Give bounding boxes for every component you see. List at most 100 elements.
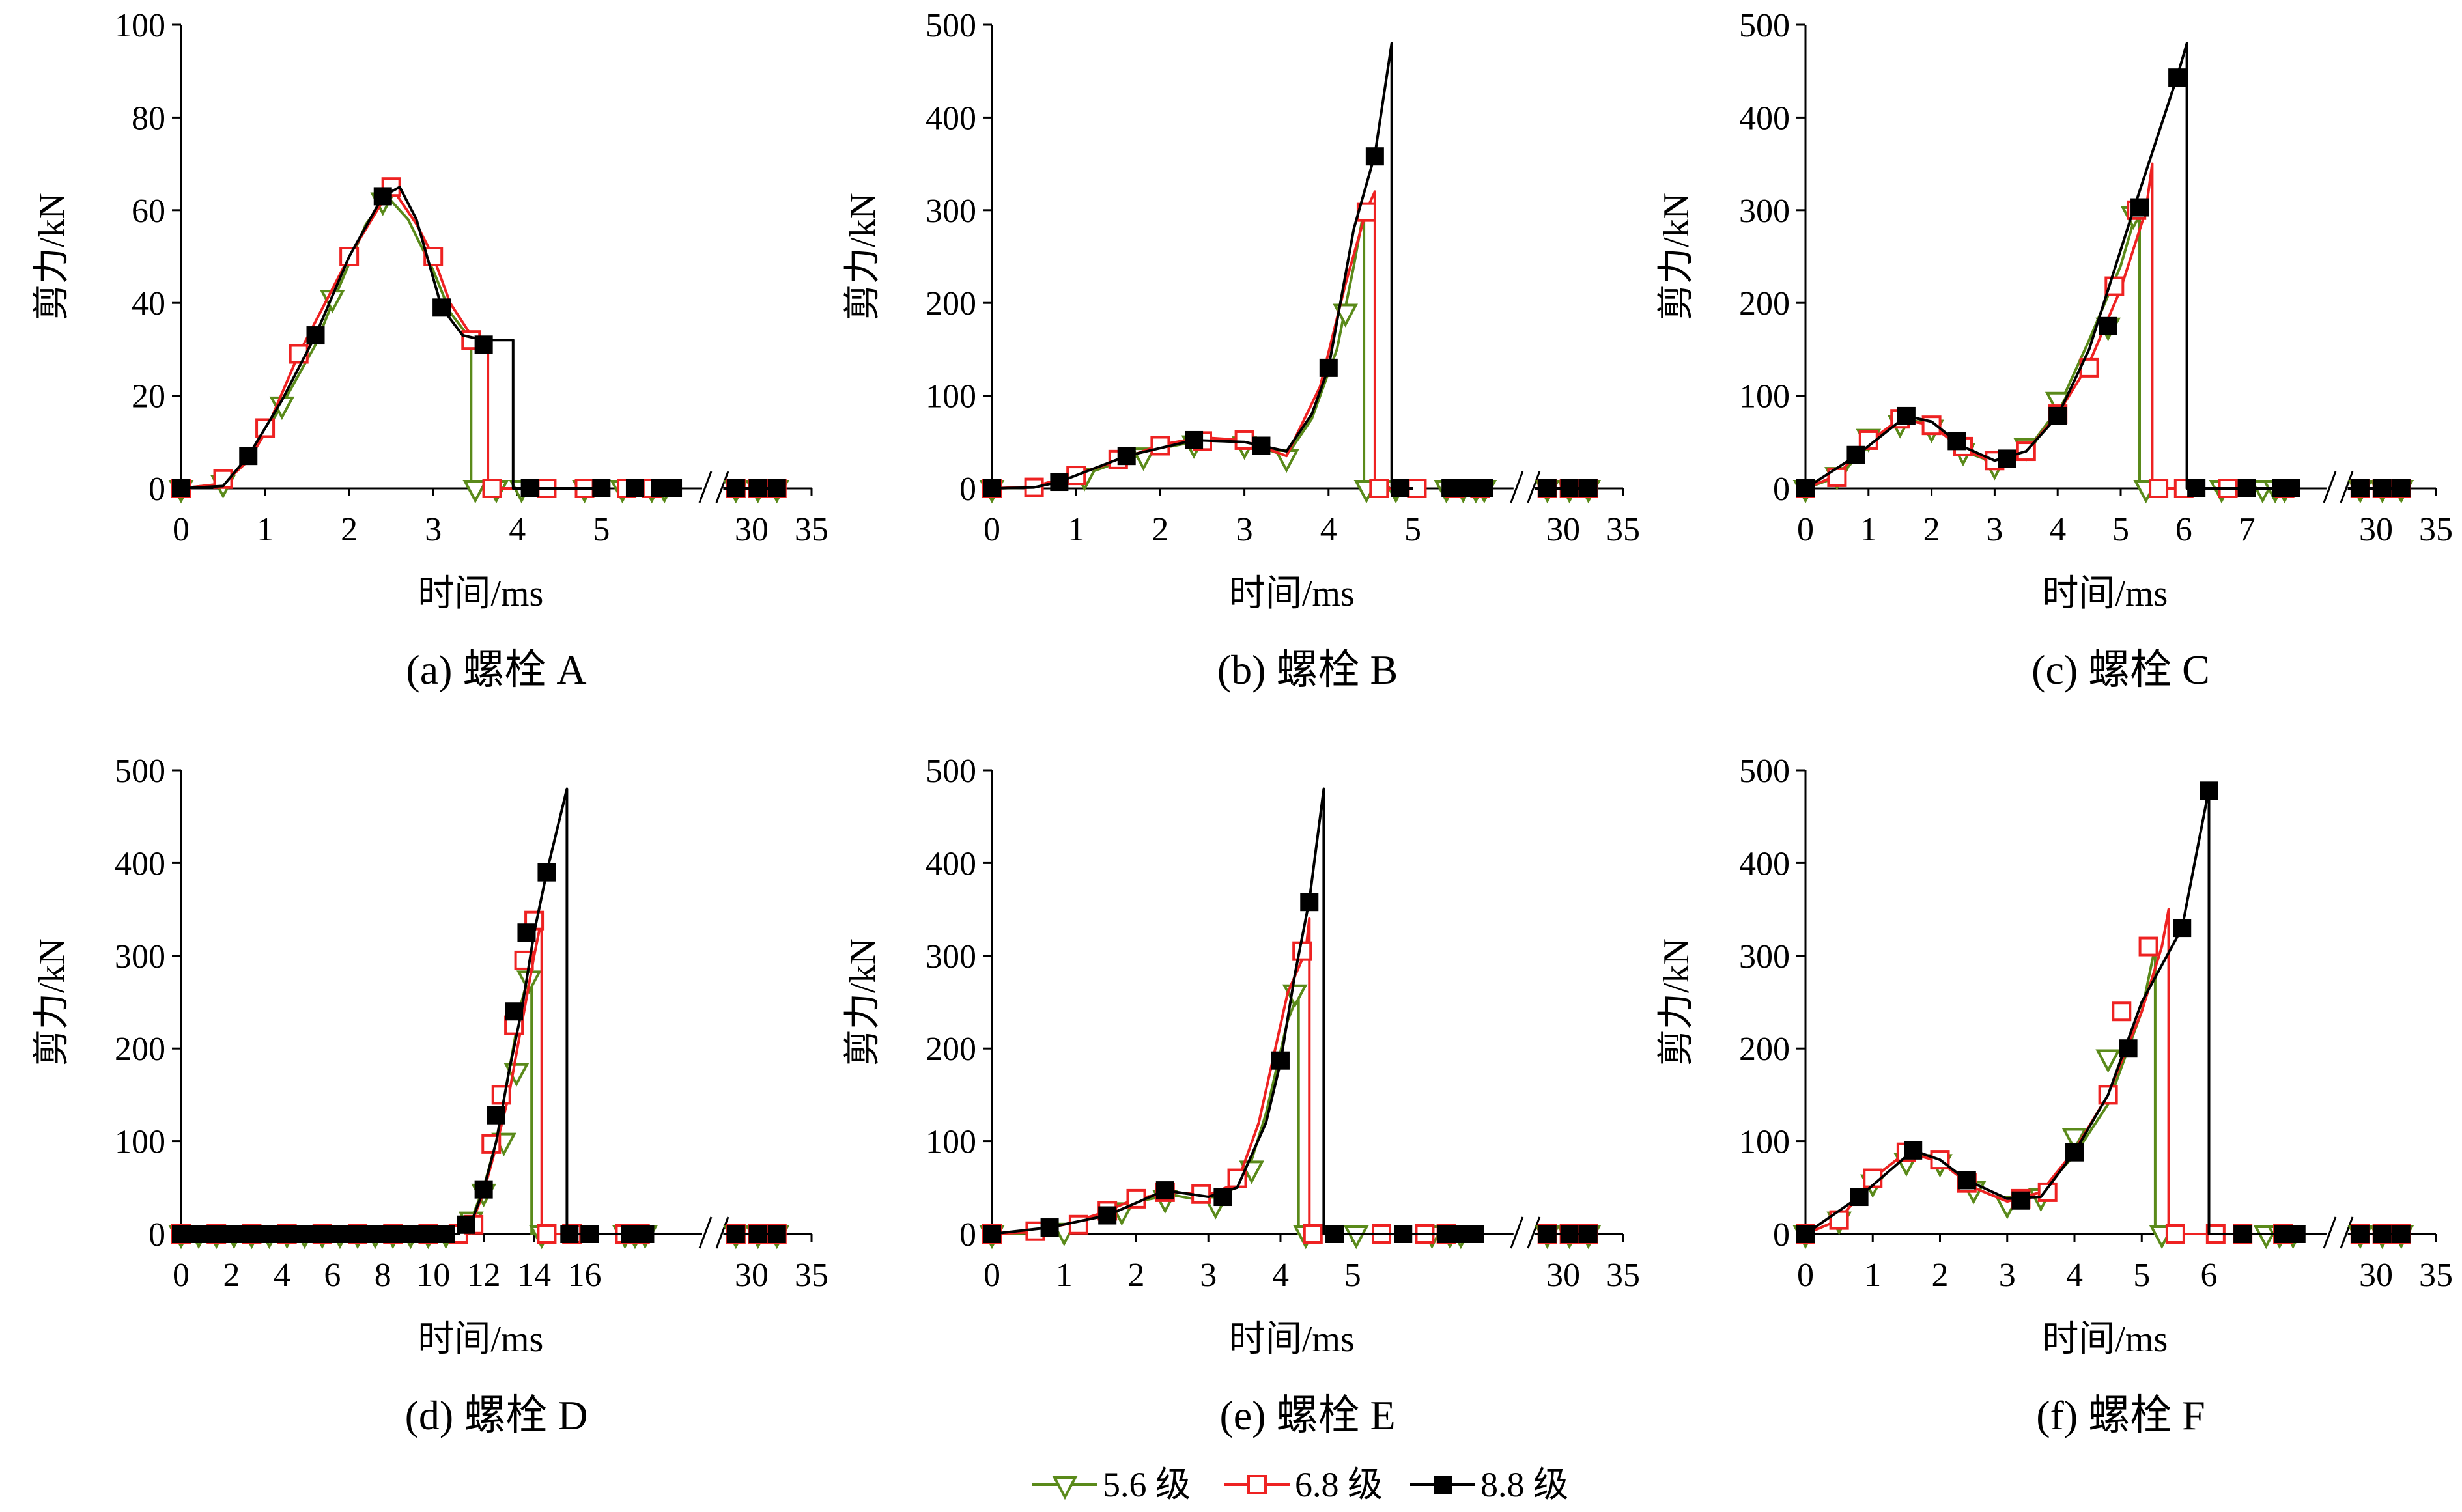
x-tick-label: 2 xyxy=(1127,1257,1144,1294)
marker-square-filled xyxy=(1579,1225,1598,1243)
marker-square-filled xyxy=(2351,479,2370,497)
x-tick-label: 0 xyxy=(173,1257,190,1294)
chart-panel-e: 0 100 200 300 400 500 0 1 2 3 4 5 30 35 时间/ms 剪力/kN (e) … xyxy=(843,753,1640,1438)
marker-square-filled xyxy=(2173,919,2192,938)
series-line xyxy=(181,964,648,1235)
series-s88 xyxy=(172,787,786,1243)
y-tick-label: 400 xyxy=(926,845,976,882)
axis-break-mark xyxy=(1510,1216,1524,1249)
y-tick-label: 100 xyxy=(115,1124,165,1161)
legend-item-s88: 8.8 级 xyxy=(1410,1465,1568,1504)
marker-square-filled xyxy=(664,479,683,497)
series-line xyxy=(991,42,1413,490)
marker-square-open xyxy=(1407,479,1427,498)
series-s88 xyxy=(1796,781,2411,1243)
marker-square-filled xyxy=(1271,1051,1290,1070)
x-tick-label: 30 xyxy=(1546,1257,1580,1294)
marker-square-filled xyxy=(172,1225,190,1243)
marker-square-open xyxy=(2138,936,2158,957)
y-tick-label: 400 xyxy=(115,845,165,882)
y-axis-title: 剪力/kN xyxy=(32,193,72,320)
marker-square-filled xyxy=(748,1225,767,1243)
x-axis-title: 时间/ms xyxy=(2042,574,2168,614)
marker-square-filled xyxy=(1252,436,1271,455)
y-tick-label: 100 xyxy=(926,1124,976,1161)
marker-square-open xyxy=(2165,1224,2185,1244)
marker-square-filled xyxy=(1796,1225,1815,1243)
x-tick-label: 12 xyxy=(467,1257,501,1294)
x-tick-label: 4 xyxy=(2049,511,2066,548)
axis-break-mark xyxy=(698,1216,713,1249)
x-tick-label: 4 xyxy=(274,1257,290,1294)
x-tick-label: 1 xyxy=(1056,1257,1073,1294)
y-tick-label: 500 xyxy=(1739,753,1790,790)
chart-panel-a: 0 20 40 60 80 100 0 1 2 3 4 5 30 35 时间/ms 剪力/kN (a) 螺栓 A xyxy=(32,7,828,693)
marker-square-filled xyxy=(517,923,536,942)
series-line xyxy=(181,787,648,1235)
marker-square-filled xyxy=(1465,1225,1484,1243)
y-tick-label: 0 xyxy=(959,1216,976,1253)
y-tick-label: 300 xyxy=(1739,193,1790,230)
legend-marker xyxy=(1052,1476,1078,1500)
panel-caption: (c) 螺栓 C xyxy=(2031,647,2210,693)
marker-square-filled xyxy=(277,1225,296,1243)
y-tick-label: 20 xyxy=(132,378,165,415)
marker-square-filled xyxy=(592,479,611,497)
series-line xyxy=(180,195,602,490)
axis-break-mark xyxy=(715,1216,729,1249)
marker-square-filled xyxy=(474,1180,493,1199)
marker-square-filled xyxy=(384,1225,403,1243)
x-axis-title: 时间/ms xyxy=(417,574,543,614)
marker-square-filled xyxy=(2011,1191,2030,1210)
x-tick-label: 3 xyxy=(1200,1257,1217,1294)
x-tick-label: 4 xyxy=(509,511,526,548)
y-tick-label: 300 xyxy=(926,938,976,975)
marker-square-filled xyxy=(436,1225,455,1243)
marker-square-filled xyxy=(767,479,786,497)
y-tick-label: 400 xyxy=(1739,845,1790,882)
y-tick-label: 60 xyxy=(132,193,165,230)
x-tick-label: 30 xyxy=(2359,511,2393,548)
x-tick-label: 3 xyxy=(1999,1257,2016,1294)
marker-square-filled xyxy=(1325,1225,1344,1243)
marker-square-filled xyxy=(1579,479,1598,497)
x-tick-label: 14 xyxy=(517,1257,551,1294)
marker-square-filled xyxy=(1319,358,1338,377)
marker-square-filled xyxy=(2373,479,2392,497)
marker-square-open xyxy=(537,1224,557,1244)
marker-square-filled xyxy=(1897,406,1916,425)
x-tick-label: 35 xyxy=(1606,511,1640,548)
series-s56 xyxy=(1792,199,2414,504)
x-tick-label: 2 xyxy=(1923,511,1940,548)
marker-square-filled xyxy=(2200,781,2218,800)
marker-square-open xyxy=(2112,1001,2132,1022)
x-tick-label: 16 xyxy=(568,1257,602,1294)
marker-square-filled xyxy=(2048,406,2067,425)
x-tick-label: 8 xyxy=(375,1257,391,1294)
marker-square-filled xyxy=(537,863,556,882)
x-tick-label: 35 xyxy=(795,1257,828,1294)
x-tick-label: 2 xyxy=(1152,511,1168,548)
x-tick-label: 30 xyxy=(2359,1257,2393,1294)
marker-square-filled xyxy=(225,1225,244,1243)
marker-square-filled xyxy=(520,479,539,497)
series-line xyxy=(991,787,1461,1235)
series-line xyxy=(1804,42,2278,490)
x-tick-label: 5 xyxy=(1404,511,1421,548)
axis-break-mark xyxy=(715,471,729,503)
legend-marker xyxy=(1434,1476,1452,1494)
x-tick-label: 0 xyxy=(1797,1257,1814,1294)
x-tick-label: 10 xyxy=(416,1257,450,1294)
y-tick-label: 200 xyxy=(1739,1031,1790,1068)
marker-square-open xyxy=(491,1085,511,1105)
y-axis-title: 剪力/kN xyxy=(843,938,883,1066)
legend-item-s56: 5.6 级 xyxy=(1032,1465,1191,1504)
axis-break-mark xyxy=(2323,1216,2337,1249)
x-tick-label: 0 xyxy=(1797,511,1814,548)
marker-square-filled xyxy=(366,1225,385,1243)
x-tick-label: 1 xyxy=(1864,1257,1881,1294)
marker-square-filled xyxy=(2233,1225,2252,1243)
series-s68 xyxy=(982,190,1598,498)
x-tick-label: 6 xyxy=(324,1257,341,1294)
